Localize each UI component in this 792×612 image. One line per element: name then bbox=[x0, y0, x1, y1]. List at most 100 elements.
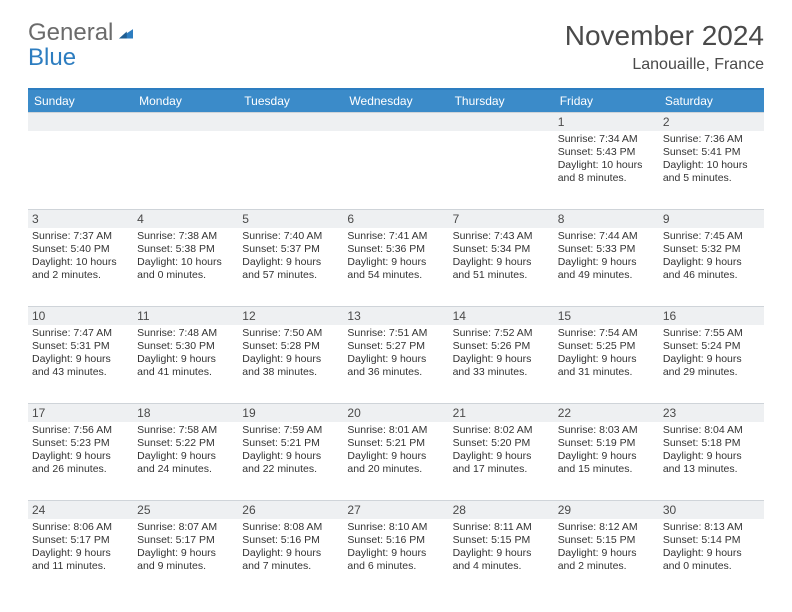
daylight-label: Daylight: 10 hours and 2 minutes. bbox=[32, 256, 129, 282]
day-number bbox=[238, 113, 343, 131]
daylight-label: Daylight: 9 hours and 13 minutes. bbox=[663, 450, 760, 476]
day-cell: Sunrise: 7:51 AMSunset: 5:27 PMDaylight:… bbox=[343, 325, 448, 403]
sunset-label: Sunset: 5:26 PM bbox=[453, 340, 550, 353]
day-cell: Sunrise: 7:48 AMSunset: 5:30 PMDaylight:… bbox=[133, 325, 238, 403]
sunset-label: Sunset: 5:32 PM bbox=[663, 243, 760, 256]
sunrise-label: Sunrise: 7:54 AM bbox=[558, 327, 655, 340]
daylight-label: Daylight: 9 hours and 49 minutes. bbox=[558, 256, 655, 282]
sunset-label: Sunset: 5:23 PM bbox=[32, 437, 129, 450]
daylight-label: Daylight: 9 hours and 7 minutes. bbox=[242, 547, 339, 573]
weeks-container: 12Sunrise: 7:34 AMSunset: 5:43 PMDayligh… bbox=[28, 112, 764, 597]
title-block: November 2024 Lanouaille, France bbox=[565, 20, 764, 74]
day-cell bbox=[133, 131, 238, 209]
sunset-label: Sunset: 5:40 PM bbox=[32, 243, 129, 256]
sunrise-label: Sunrise: 8:06 AM bbox=[32, 521, 129, 534]
sunset-label: Sunset: 5:21 PM bbox=[347, 437, 444, 450]
daylight-label: Daylight: 9 hours and 15 minutes. bbox=[558, 450, 655, 476]
sunrise-label: Sunrise: 7:47 AM bbox=[32, 327, 129, 340]
day-cell: Sunrise: 7:54 AMSunset: 5:25 PMDaylight:… bbox=[554, 325, 659, 403]
day-number: 9 bbox=[659, 210, 764, 228]
daylight-label: Daylight: 9 hours and 57 minutes. bbox=[242, 256, 339, 282]
calendar: Sunday Monday Tuesday Wednesday Thursday… bbox=[28, 88, 764, 597]
day-cell: Sunrise: 7:56 AMSunset: 5:23 PMDaylight:… bbox=[28, 422, 133, 500]
daylight-label: Daylight: 10 hours and 0 minutes. bbox=[137, 256, 234, 282]
day-number: 29 bbox=[554, 501, 659, 519]
body-row: Sunrise: 7:56 AMSunset: 5:23 PMDaylight:… bbox=[28, 422, 764, 500]
day-number: 16 bbox=[659, 307, 764, 325]
day-cell bbox=[28, 131, 133, 209]
sunrise-label: Sunrise: 8:12 AM bbox=[558, 521, 655, 534]
sunset-label: Sunset: 5:25 PM bbox=[558, 340, 655, 353]
sunrise-label: Sunrise: 7:37 AM bbox=[32, 230, 129, 243]
day-number: 30 bbox=[659, 501, 764, 519]
day-cell: Sunrise: 7:43 AMSunset: 5:34 PMDaylight:… bbox=[449, 228, 554, 306]
day-header: Friday bbox=[554, 90, 659, 112]
daylight-label: Daylight: 9 hours and 22 minutes. bbox=[242, 450, 339, 476]
day-number: 24 bbox=[28, 501, 133, 519]
daylight-label: Daylight: 9 hours and 26 minutes. bbox=[32, 450, 129, 476]
day-number: 14 bbox=[449, 307, 554, 325]
daylight-label: Daylight: 9 hours and 4 minutes. bbox=[453, 547, 550, 573]
daylight-label: Daylight: 9 hours and 51 minutes. bbox=[453, 256, 550, 282]
day-number: 20 bbox=[343, 404, 448, 422]
sunrise-label: Sunrise: 7:55 AM bbox=[663, 327, 760, 340]
day-header-row: Sunday Monday Tuesday Wednesday Thursday… bbox=[28, 90, 764, 112]
day-cell: Sunrise: 8:06 AMSunset: 5:17 PMDaylight:… bbox=[28, 519, 133, 597]
day-number: 19 bbox=[238, 404, 343, 422]
sunrise-label: Sunrise: 8:01 AM bbox=[347, 424, 444, 437]
day-number: 1 bbox=[554, 113, 659, 131]
sunset-label: Sunset: 5:24 PM bbox=[663, 340, 760, 353]
day-cell bbox=[238, 131, 343, 209]
daylight-label: Daylight: 9 hours and 29 minutes. bbox=[663, 353, 760, 379]
daylight-label: Daylight: 9 hours and 54 minutes. bbox=[347, 256, 444, 282]
day-number: 6 bbox=[343, 210, 448, 228]
sunset-label: Sunset: 5:17 PM bbox=[32, 534, 129, 547]
day-cell: Sunrise: 8:02 AMSunset: 5:20 PMDaylight:… bbox=[449, 422, 554, 500]
daylight-label: Daylight: 9 hours and 38 minutes. bbox=[242, 353, 339, 379]
day-number: 5 bbox=[238, 210, 343, 228]
daylight-label: Daylight: 9 hours and 11 minutes. bbox=[32, 547, 129, 573]
day-number: 3 bbox=[28, 210, 133, 228]
day-cell: Sunrise: 7:47 AMSunset: 5:31 PMDaylight:… bbox=[28, 325, 133, 403]
sunrise-label: Sunrise: 7:45 AM bbox=[663, 230, 760, 243]
sunset-label: Sunset: 5:33 PM bbox=[558, 243, 655, 256]
daynum-row: 10111213141516 bbox=[28, 307, 764, 325]
logo-text-blue: Blue bbox=[28, 44, 76, 71]
sunrise-label: Sunrise: 7:48 AM bbox=[137, 327, 234, 340]
sunset-label: Sunset: 5:31 PM bbox=[32, 340, 129, 353]
day-cell: Sunrise: 7:34 AMSunset: 5:43 PMDaylight:… bbox=[554, 131, 659, 209]
sunrise-label: Sunrise: 7:59 AM bbox=[242, 424, 339, 437]
header: GeneralBlue November 2024 Lanouaille, Fr… bbox=[0, 0, 792, 82]
sunrise-label: Sunrise: 7:56 AM bbox=[32, 424, 129, 437]
sunset-label: Sunset: 5:41 PM bbox=[663, 146, 760, 159]
sunrise-label: Sunrise: 7:43 AM bbox=[453, 230, 550, 243]
daynum-row: 12 bbox=[28, 113, 764, 131]
day-number: 27 bbox=[343, 501, 448, 519]
daylight-label: Daylight: 9 hours and 36 minutes. bbox=[347, 353, 444, 379]
sunset-label: Sunset: 5:22 PM bbox=[137, 437, 234, 450]
day-number: 28 bbox=[449, 501, 554, 519]
sunrise-label: Sunrise: 7:51 AM bbox=[347, 327, 444, 340]
day-cell: Sunrise: 8:03 AMSunset: 5:19 PMDaylight:… bbox=[554, 422, 659, 500]
day-number: 7 bbox=[449, 210, 554, 228]
day-header: Saturday bbox=[659, 90, 764, 112]
day-number: 10 bbox=[28, 307, 133, 325]
week: 24252627282930Sunrise: 8:06 AMSunset: 5:… bbox=[28, 500, 764, 597]
day-number: 25 bbox=[133, 501, 238, 519]
day-cell: Sunrise: 8:08 AMSunset: 5:16 PMDaylight:… bbox=[238, 519, 343, 597]
sunrise-label: Sunrise: 8:10 AM bbox=[347, 521, 444, 534]
day-cell: Sunrise: 8:13 AMSunset: 5:14 PMDaylight:… bbox=[659, 519, 764, 597]
day-number: 18 bbox=[133, 404, 238, 422]
day-number: 26 bbox=[238, 501, 343, 519]
logo-icon bbox=[116, 19, 136, 46]
day-number: 23 bbox=[659, 404, 764, 422]
daynum-row: 24252627282930 bbox=[28, 501, 764, 519]
day-number: 15 bbox=[554, 307, 659, 325]
day-cell: Sunrise: 7:37 AMSunset: 5:40 PMDaylight:… bbox=[28, 228, 133, 306]
day-header: Monday bbox=[133, 90, 238, 112]
day-header: Tuesday bbox=[238, 90, 343, 112]
day-number: 22 bbox=[554, 404, 659, 422]
daylight-label: Daylight: 9 hours and 33 minutes. bbox=[453, 353, 550, 379]
sunset-label: Sunset: 5:19 PM bbox=[558, 437, 655, 450]
daylight-label: Daylight: 10 hours and 8 minutes. bbox=[558, 159, 655, 185]
